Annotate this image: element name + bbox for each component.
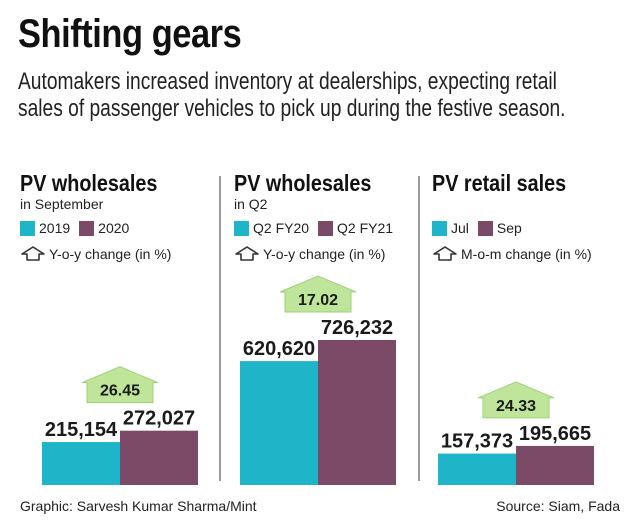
change-value-label: 17.02 <box>298 292 338 309</box>
change-value-label: 24.33 <box>496 398 536 415</box>
legend-label: Jul <box>451 220 469 236</box>
legend-label: Q2 FY21 <box>337 220 394 236</box>
legend-swatch-series-b <box>79 220 95 236</box>
legend-swatch-series-b <box>318 220 334 236</box>
legend-swatch-series-a <box>432 220 447 236</box>
legend-label: Q2 FY20 <box>253 220 310 236</box>
change-arrow: 24.33 <box>477 381 555 419</box>
chart-legend: 2019 2020 <box>20 220 138 236</box>
change-arrow: 26.45 <box>81 366 159 404</box>
chart-panel-q2-wholesales: PV wholesales in Q2 Q2 FY20 Q2 FY21 Y-o-… <box>234 170 414 490</box>
bar-value-label: 272,027 <box>123 408 195 430</box>
up-arrow-icon <box>433 246 457 261</box>
change-value-label: 26.45 <box>100 383 140 400</box>
bar <box>438 453 516 485</box>
page-title: Shifting gears <box>18 12 242 56</box>
change-legend: Y-o-y change (in %) <box>234 245 385 263</box>
source-note: Source: Siam, Fada <box>496 498 620 514</box>
chart-title: PV retail sales <box>432 170 567 196</box>
change-legend-label: Y-o-y change (in %) <box>263 246 386 262</box>
bar-value-label: 620,620 <box>243 338 315 360</box>
bar-value-label: 157,373 <box>441 431 513 453</box>
bar-value-label: 215,154 <box>45 419 118 441</box>
chart-title: PV wholesales <box>234 170 372 196</box>
bar-value-label: 726,232 <box>321 317 393 339</box>
legend-label: 2019 <box>39 220 71 236</box>
bar <box>42 442 120 485</box>
change-legend: M-o-m change (in %) <box>432 245 592 263</box>
chart-panel-retail-sales: PV retail sales Jul Sep M-o-m change (in… <box>432 170 622 490</box>
bar <box>120 430 198 485</box>
change-legend: Y-o-y change (in %) <box>20 245 171 263</box>
change-legend-label: Y-o-y change (in %) <box>49 246 172 262</box>
bar <box>318 340 396 485</box>
legend-swatch-series-a <box>20 220 35 236</box>
legend-label: Sep <box>496 220 522 236</box>
chart-panel-sept-wholesales: PV wholesales in September 2019 2020 Y-o… <box>20 170 210 490</box>
legend-swatch-series-a <box>234 220 249 236</box>
bar-chart: 157,373 195,665 24.33 <box>438 381 594 485</box>
chart-legend: Jul Sep <box>432 220 531 236</box>
change-arrow: 17.02 <box>279 275 357 313</box>
legend-label: 2020 <box>98 220 130 236</box>
up-arrow-icon <box>235 246 259 261</box>
up-arrow-icon <box>21 246 45 261</box>
panel-divider <box>219 176 221 481</box>
panel-divider <box>418 176 420 481</box>
chart-subtitle: in September <box>20 196 104 212</box>
chart-subtitle: in Q2 <box>234 196 268 212</box>
chart-title: PV wholesales <box>20 170 158 196</box>
legend-swatch-series-b <box>477 220 493 236</box>
page-subtitle: Automakers increased inventory at dealer… <box>18 68 566 122</box>
bar <box>516 445 594 485</box>
chart-legend: Q2 FY20 Q2 FY21 <box>234 220 402 236</box>
graphic-credit: Graphic: Sarvesh Kumar Sharma/Mint <box>20 498 257 514</box>
bar-chart: 620,620 726,232 17.02 <box>240 275 396 485</box>
bar <box>240 361 318 485</box>
change-legend-label: M-o-m change (in %) <box>461 246 592 262</box>
bar-value-label: 195,665 <box>519 423 591 445</box>
